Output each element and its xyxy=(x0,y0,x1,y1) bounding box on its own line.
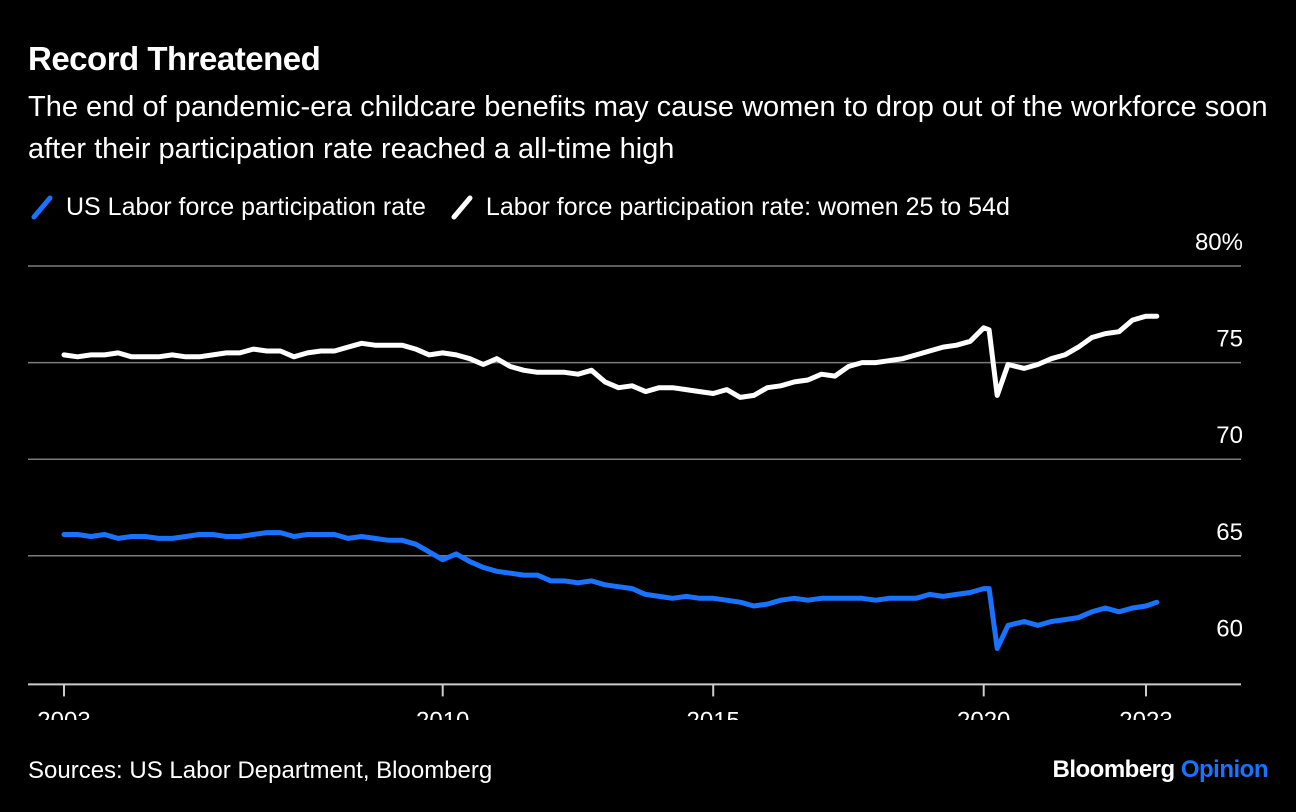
line-chart: 80% 75 70 65 60 2003 2010 2015 2020 2023 xyxy=(28,230,1243,720)
x-tick-label: 2003 xyxy=(37,707,90,720)
legend-item-us-rate: US Labor force participation rate xyxy=(28,192,426,222)
x-tick-label: 2020 xyxy=(957,707,1010,720)
legend-swatch-women-rate xyxy=(451,195,473,220)
chart-legend: US Labor force participation rate Labor … xyxy=(28,190,1032,224)
gridlines xyxy=(28,265,1241,557)
x-tick-label: 2023 xyxy=(1119,707,1172,720)
source-note: Sources: US Labor Department, Bloomberg xyxy=(28,757,493,784)
y-tick-label: 75 xyxy=(1216,326,1243,353)
x-tick-label: 2010 xyxy=(416,707,469,720)
chart-subtitle: The end of pandemic-era childcare benefi… xyxy=(28,91,1268,165)
y-tick-label: 80% xyxy=(1195,230,1243,256)
series-line-us-rate xyxy=(61,530,1160,651)
legend-label-us-rate: US Labor force participation rate xyxy=(66,192,426,221)
series-line-women-rate xyxy=(61,313,1160,400)
y-tick-label: 65 xyxy=(1216,519,1243,546)
legend-item-women-rate: Labor force participation rate: women 25… xyxy=(448,192,1010,222)
bloomberg-opinion-logo: Bloomberg Opinion xyxy=(1053,756,1269,784)
legend-label-women-rate: Labor force participation rate: women 25… xyxy=(485,192,1010,221)
brand-suffix: Opinion xyxy=(1180,756,1269,783)
chart-title: Record Threatened xyxy=(28,40,321,77)
y-axis-ticks: 80% 75 70 65 60 xyxy=(1195,230,1243,642)
y-tick-label: 70 xyxy=(1216,422,1243,449)
x-axis: 2003 2010 2015 2020 2023 xyxy=(28,683,1241,720)
series-lines xyxy=(61,313,1160,651)
brand-name: Bloomberg xyxy=(1052,756,1176,783)
legend-swatch-line xyxy=(451,195,473,220)
x-tick-label: 2015 xyxy=(687,707,740,720)
y-tick-label: 60 xyxy=(1216,615,1243,642)
legend-swatch-us-rate xyxy=(31,195,53,220)
legend-swatch-line xyxy=(31,195,53,220)
